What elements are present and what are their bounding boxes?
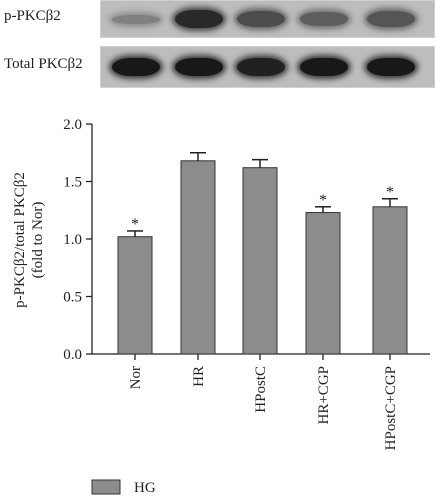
- significance-marker: *: [386, 184, 394, 201]
- x-tick-labels: Nor HR HPostC HR+CGP HPostC+CGP: [128, 366, 399, 450]
- bar-hr-cgp: [305, 212, 341, 355]
- blot-band: [175, 58, 223, 76]
- x-tick-label: HR: [191, 366, 207, 387]
- x-tick-label: Nor: [128, 366, 144, 389]
- y-tick-label: 0.5: [63, 290, 82, 306]
- bar-hpostc: [242, 167, 278, 355]
- y-tick-label: 2.0: [63, 117, 82, 133]
- y-axis-label-line-1: p-PKCβ2/total PKCβ2: [12, 172, 28, 308]
- blot-band: [300, 12, 348, 26]
- blot-label-total-pkcb2: Total PKCβ2: [4, 56, 83, 72]
- x-tick-label: HPostC: [253, 366, 269, 413]
- blot-band: [112, 15, 160, 24]
- bars: * * *: [117, 152, 408, 355]
- blot-band: [367, 58, 415, 76]
- x-tick-label: HPostC+CGP: [383, 366, 399, 450]
- y-axis-label-line-2: (fold to Nor): [30, 202, 46, 279]
- y-tick-label: 1.5: [63, 175, 82, 191]
- blot-label-p-pkcb2: p-PKCβ2: [4, 8, 61, 24]
- legend-label-hg: HG: [134, 480, 156, 496]
- bar-hr: [180, 160, 216, 355]
- blot-band: [300, 58, 348, 76]
- blot-band: [175, 10, 223, 28]
- significance-marker: *: [319, 192, 327, 209]
- y-tick-label: 1.0: [63, 232, 82, 248]
- blot-band: [367, 11, 415, 27]
- significance-marker: *: [131, 216, 139, 233]
- blot-band: [112, 58, 160, 76]
- legend-swatch-hg: [91, 479, 121, 495]
- legend: HG: [91, 479, 156, 496]
- blot-band: [237, 11, 285, 27]
- blot-strip-p-pkcb2: [100, 0, 435, 38]
- blot-strip-total-pkcb2: [100, 46, 435, 88]
- bar-hpostc-cgp: [372, 206, 408, 355]
- blot-band: [237, 58, 285, 76]
- y-tick-label: 0.0: [63, 347, 82, 363]
- y-axis-label: p-PKCβ2/total PKCβ2 (fold to Nor): [12, 172, 46, 308]
- x-tick-label: HR+CGP: [316, 366, 332, 424]
- bar-nor: [117, 236, 153, 355]
